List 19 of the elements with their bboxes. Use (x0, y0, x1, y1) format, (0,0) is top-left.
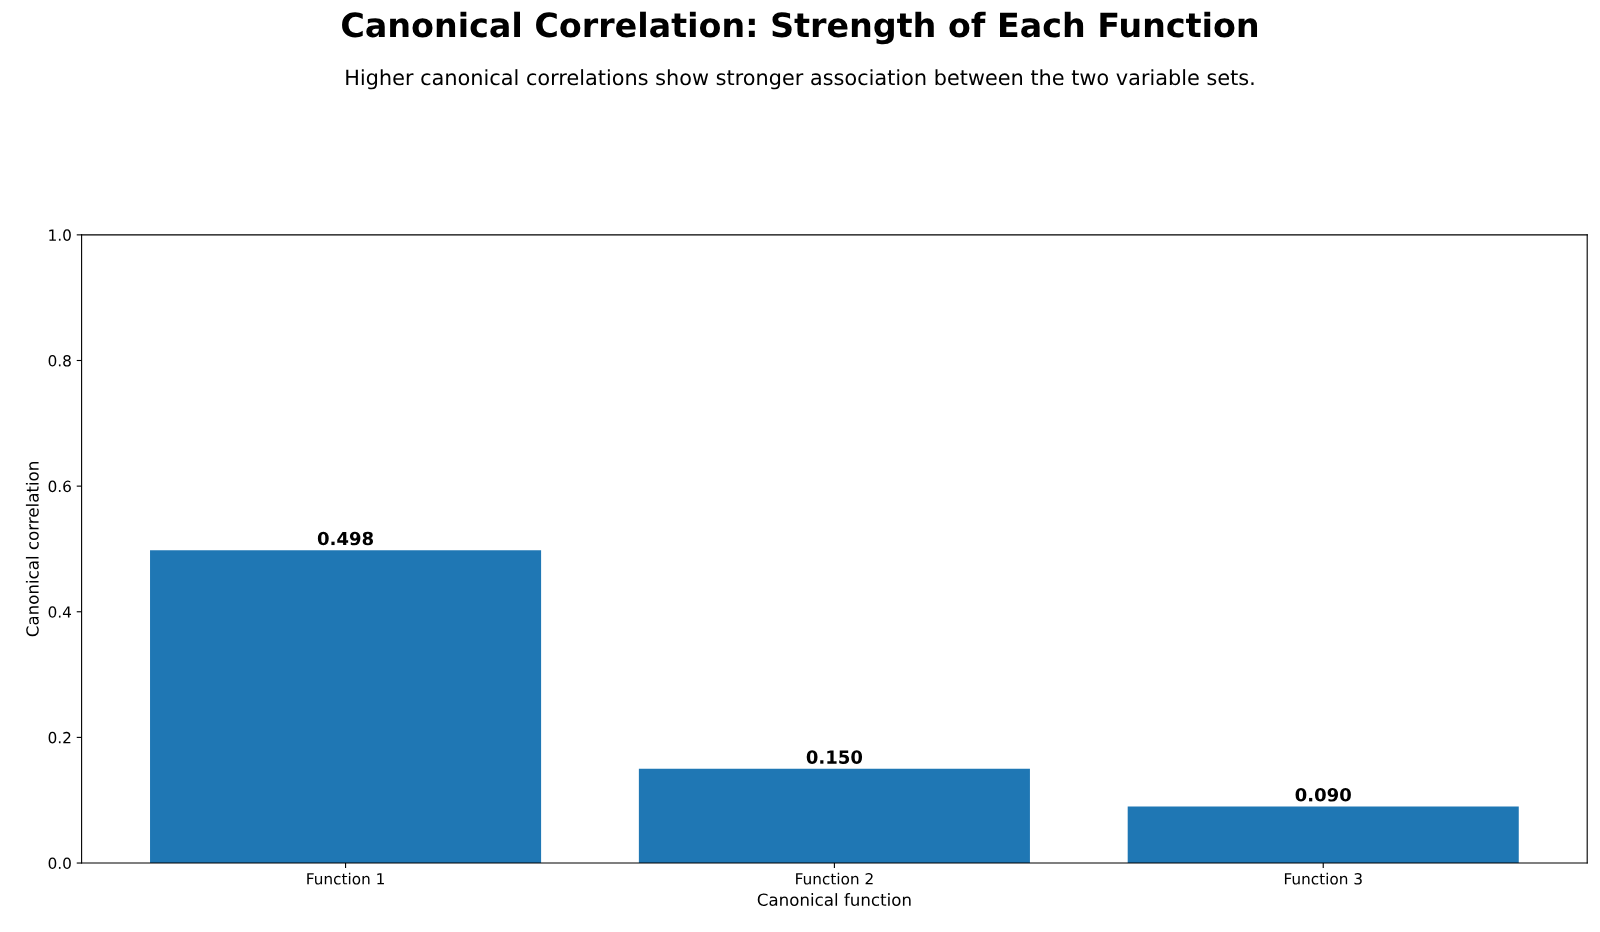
x-tick-label: Function 3 (1284, 872, 1362, 885)
y-axis-title: Canonical correlation (25, 462, 39, 637)
y-tick-label: 0.0 (48, 857, 71, 870)
bar (1127, 806, 1519, 864)
data-label: 0.150 (806, 750, 863, 764)
x-tick-label: Function 2 (796, 872, 873, 885)
y-tick-label: 0.2 (48, 731, 71, 744)
y-tick-label: 0.6 (48, 480, 71, 493)
y-tick-label: 0.4 (48, 606, 72, 618)
y-tick-label: 0.8 (48, 354, 71, 367)
y-tick-label: 1.0 (49, 229, 71, 241)
chart-title: Canonical Correlation: Strength of Each Function (342, 11, 1258, 45)
x-axis-title: Canonical function (757, 893, 911, 906)
data-label: 0.498 (317, 531, 374, 546)
data-label: 0.090 (1295, 787, 1351, 802)
chart-subtitle: Higher canonical correlations show stronger association between the two variable sets. (346, 69, 1254, 90)
bar (638, 768, 1030, 864)
bar (150, 550, 542, 864)
x-tick-label: Function 1 (307, 872, 384, 885)
